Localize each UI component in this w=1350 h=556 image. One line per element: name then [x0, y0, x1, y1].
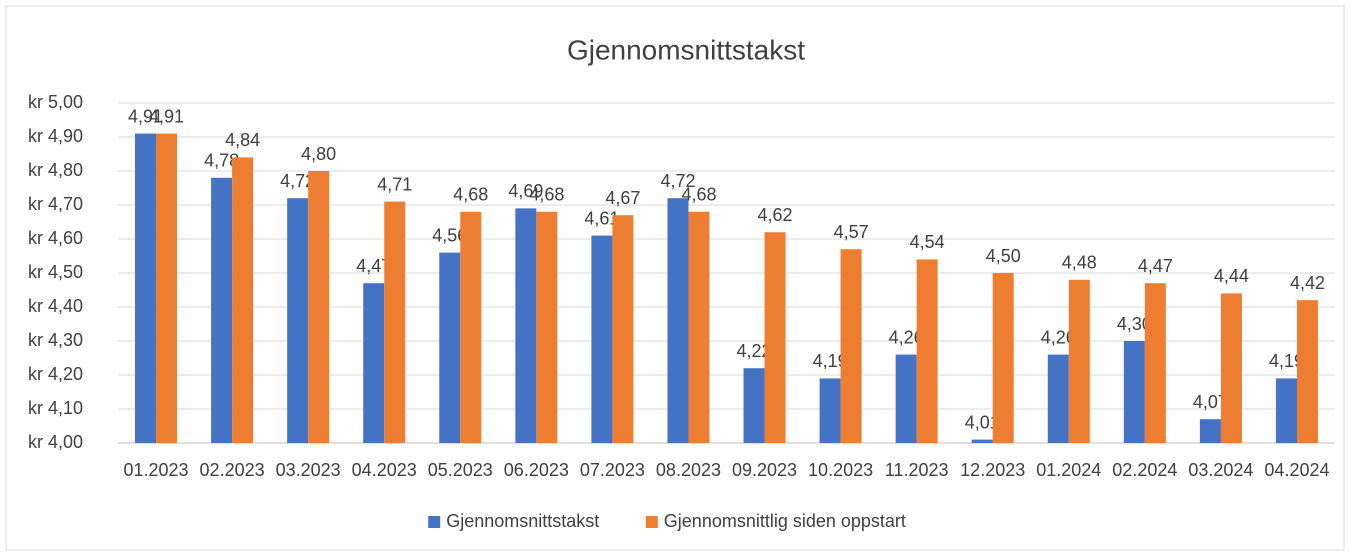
bar	[591, 235, 613, 443]
bar	[667, 198, 689, 443]
value-label: 4,47	[1138, 256, 1173, 276]
value-label: 4,71	[377, 174, 412, 194]
value-label: 4,69	[508, 181, 543, 201]
x-tick-label: 09.2023	[732, 460, 797, 480]
value-label: 4,42	[1290, 273, 1325, 293]
bar	[536, 211, 558, 443]
value-label: 4,62	[758, 205, 793, 225]
chart-title: Gjennomsnittstakst	[567, 34, 805, 65]
bar	[135, 133, 157, 443]
value-label: 4,56	[432, 225, 467, 245]
value-label: 4,26	[1041, 327, 1076, 347]
legend-swatch	[645, 516, 658, 528]
bar	[515, 208, 537, 443]
bar	[460, 211, 482, 443]
bar	[1220, 293, 1242, 443]
x-tick-label: 01.2023	[123, 460, 188, 480]
value-label: 4,50	[986, 246, 1021, 266]
value-label: 4,54	[910, 232, 945, 252]
value-label: 4,84	[225, 130, 260, 150]
bar	[1296, 300, 1318, 443]
y-tick-label: kr 4,80	[28, 160, 83, 180]
x-tick-label: 06.2023	[504, 460, 569, 480]
value-label: 4,80	[301, 144, 336, 164]
x-tick-label: 02.2024	[1112, 460, 1177, 480]
x-tick-label: 08.2023	[656, 460, 721, 480]
y-tick-label: kr 4,20	[28, 364, 83, 384]
bar	[232, 157, 254, 443]
x-tick-label: 07.2023	[580, 460, 645, 480]
value-label: 4,57	[834, 222, 869, 242]
y-tick-label: kr 4,10	[28, 398, 83, 418]
value-label: 4,19	[1269, 351, 1304, 371]
y-tick-label: kr 4,50	[28, 262, 83, 282]
x-tick-label: 05.2023	[428, 460, 493, 480]
bar	[1068, 279, 1090, 443]
x-tick-label: 11.2023	[885, 460, 949, 480]
value-label: 4,44	[1214, 266, 1249, 286]
legend-swatch	[428, 516, 441, 528]
x-tick-label: 04.2023	[352, 460, 417, 480]
value-label: 4,67	[605, 188, 640, 208]
bar	[1144, 283, 1166, 443]
bar	[439, 252, 461, 443]
bar	[992, 273, 1014, 443]
legend-label: Gjennomsnittlig siden oppstart	[664, 511, 906, 531]
bar	[688, 211, 710, 443]
bar	[895, 354, 917, 443]
bar	[1047, 354, 1069, 443]
bar	[308, 171, 330, 443]
bar	[363, 283, 385, 443]
value-label: 4,22	[737, 341, 772, 361]
bar	[287, 198, 309, 443]
bar	[384, 201, 406, 443]
bar	[971, 439, 993, 443]
bar	[840, 249, 862, 443]
value-label: 4,78	[204, 151, 239, 171]
bar	[156, 133, 178, 443]
value-label: 4,30	[1117, 314, 1152, 334]
x-tick-label: 02.2023	[200, 460, 265, 480]
bar	[211, 177, 233, 444]
value-label: 4,47	[356, 256, 391, 276]
y-tick-label: kr 4,90	[28, 126, 83, 146]
y-tick-label: kr 4,30	[28, 330, 83, 350]
x-tick-label: 12.2023	[960, 460, 1025, 480]
y-tick-label: kr 4,40	[28, 296, 83, 316]
bar	[819, 378, 841, 443]
bar	[1199, 419, 1221, 443]
value-label: 4,68	[453, 185, 488, 205]
bar	[1123, 341, 1145, 443]
x-tick-label: 03.2023	[276, 460, 341, 480]
bar	[1275, 378, 1297, 443]
value-label: 4,26	[889, 327, 924, 347]
x-tick-label: 10.2023	[808, 460, 873, 480]
value-label: 4,68	[681, 185, 716, 205]
y-tick-label: kr 4,60	[28, 228, 83, 248]
x-tick-label: 01.2024	[1036, 460, 1101, 480]
value-label: 4,68	[529, 185, 564, 205]
value-label: 4,48	[1062, 253, 1097, 273]
value-label: 4,19	[813, 351, 848, 371]
value-label: 4,61	[584, 208, 619, 228]
value-label: 4,07	[1193, 392, 1228, 412]
value-label: 4,72	[280, 171, 315, 191]
legend-label: Gjennomsnittstakst	[446, 511, 599, 531]
value-label: 4,91	[128, 106, 163, 126]
y-tick-label: kr 4,00	[28, 432, 83, 452]
bar	[764, 232, 786, 443]
x-tick-label: 04.2024	[1264, 460, 1329, 480]
bar	[916, 259, 938, 443]
value-label: 4,91	[149, 106, 184, 126]
bar	[612, 215, 634, 443]
y-tick-label: kr 4,70	[28, 194, 83, 214]
value-label: 4,72	[660, 171, 695, 191]
value-label: 4,01	[965, 412, 1000, 432]
x-tick-label: 03.2024	[1188, 460, 1253, 480]
bar	[743, 368, 765, 443]
y-tick-label: kr 5,00	[28, 92, 83, 112]
